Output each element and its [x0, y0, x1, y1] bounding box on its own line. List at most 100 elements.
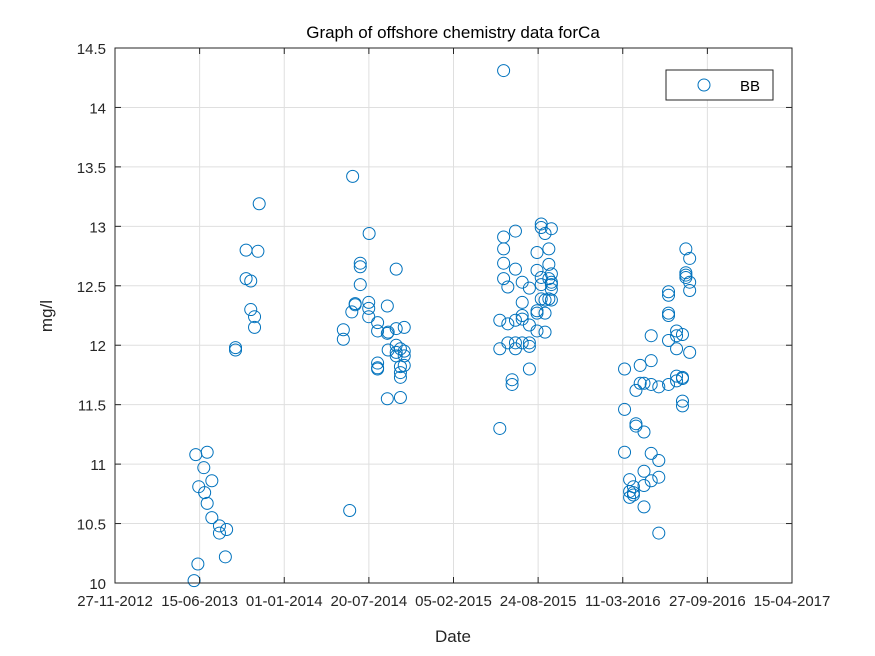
data-point: [397, 344, 411, 358]
data-point: [200, 445, 214, 459]
x-tick-label: 05-02-2015: [415, 593, 492, 610]
data-point: [336, 323, 350, 337]
data-point: [212, 519, 226, 533]
data-point: [212, 526, 226, 540]
data-point: [362, 310, 376, 324]
data-point: [345, 305, 359, 319]
data-point: [675, 399, 689, 413]
data-point: [336, 332, 350, 346]
x-tick-label: 01-01-2014: [246, 593, 323, 610]
data-point: [515, 309, 529, 322]
data-point: [508, 336, 522, 350]
data-point: [618, 362, 632, 376]
y-tick-label: 13.5: [77, 160, 106, 177]
data-point: [662, 377, 676, 391]
data-point: [644, 446, 658, 460]
data-point: [362, 226, 376, 240]
y-tick-label: 11: [90, 457, 106, 474]
x-tick-label: 15-06-2013: [161, 593, 238, 610]
data-point: [544, 222, 558, 236]
data-point: [683, 284, 697, 298]
data-point: [679, 242, 693, 256]
data-point: [675, 328, 689, 342]
data-point: [542, 242, 556, 256]
x-tick-label: 11-03-2016: [585, 593, 661, 610]
data-point: [544, 282, 558, 296]
data-point: [644, 377, 658, 391]
legend-marker-icon: [697, 78, 711, 92]
data-point: [343, 503, 357, 517]
chart-title: Graph of offshore chemistry data forCa: [306, 23, 600, 42]
data-point: [229, 343, 243, 357]
data-point: [389, 322, 403, 336]
data-point: [522, 362, 536, 376]
data-point: [389, 262, 403, 276]
data-point: [652, 454, 666, 468]
data-point: [251, 244, 265, 258]
data-point: [248, 320, 262, 334]
data-point: [380, 299, 394, 313]
data-point: [542, 292, 556, 306]
data-points: [187, 64, 697, 588]
data-point: [371, 362, 385, 376]
data-point: [353, 278, 367, 292]
data-point: [637, 479, 651, 493]
data-point: [530, 304, 544, 318]
data-point: [538, 325, 552, 339]
data-point: [191, 557, 205, 571]
data-point: [670, 329, 684, 343]
data-point: [248, 310, 262, 324]
data-point: [393, 370, 407, 384]
data-point: [205, 511, 219, 525]
y-tick-label: 12.5: [77, 279, 106, 296]
data-point: [522, 281, 536, 295]
data-point: [515, 295, 529, 309]
data-point: [371, 316, 385, 330]
data-point: [644, 354, 658, 368]
data-point: [538, 306, 552, 320]
data-point: [637, 376, 651, 390]
data-point: [198, 486, 212, 500]
data-point: [205, 474, 219, 488]
data-point: [652, 380, 666, 394]
legend: BB: [665, 69, 774, 101]
x-tick-label: 15-04-2017: [754, 593, 831, 610]
data-point: [652, 470, 666, 484]
data-point: [393, 391, 407, 405]
data-point: [633, 376, 647, 390]
data-point: [530, 245, 544, 259]
axis-ticks: 27-11-2012 15-06-2013 01-01-2014 20-07-2014…: [77, 41, 831, 610]
data-point: [683, 251, 697, 265]
data-point: [544, 267, 558, 281]
data-point: [371, 324, 385, 338]
x-tick-label: 27-11-2012: [77, 593, 153, 610]
data-point: [244, 303, 258, 317]
data-point: [544, 275, 558, 289]
y-tick-label: 12: [89, 338, 106, 355]
data-point: [244, 274, 258, 288]
data-point: [530, 324, 544, 338]
x-tick-label: 27-09-2016: [669, 593, 746, 610]
data-point: [652, 526, 666, 540]
data-point: [644, 329, 658, 343]
data-point: [662, 309, 676, 322]
data-point: [679, 270, 693, 284]
data-point: [618, 402, 632, 416]
data-point: [501, 280, 515, 294]
data-point: [389, 345, 403, 359]
data-point: [508, 313, 522, 327]
data-point: [515, 336, 529, 350]
data-point: [346, 169, 360, 183]
data-point: [501, 317, 515, 331]
data-point: [637, 500, 651, 514]
grid: [115, 48, 792, 583]
data-point: [522, 336, 536, 350]
data-point: [397, 358, 411, 372]
data-point: [381, 325, 395, 339]
y-tick-label: 14: [89, 100, 106, 117]
data-point: [493, 421, 507, 435]
data-point: [522, 339, 536, 353]
data-point: [393, 342, 407, 356]
data-point: [670, 369, 684, 383]
